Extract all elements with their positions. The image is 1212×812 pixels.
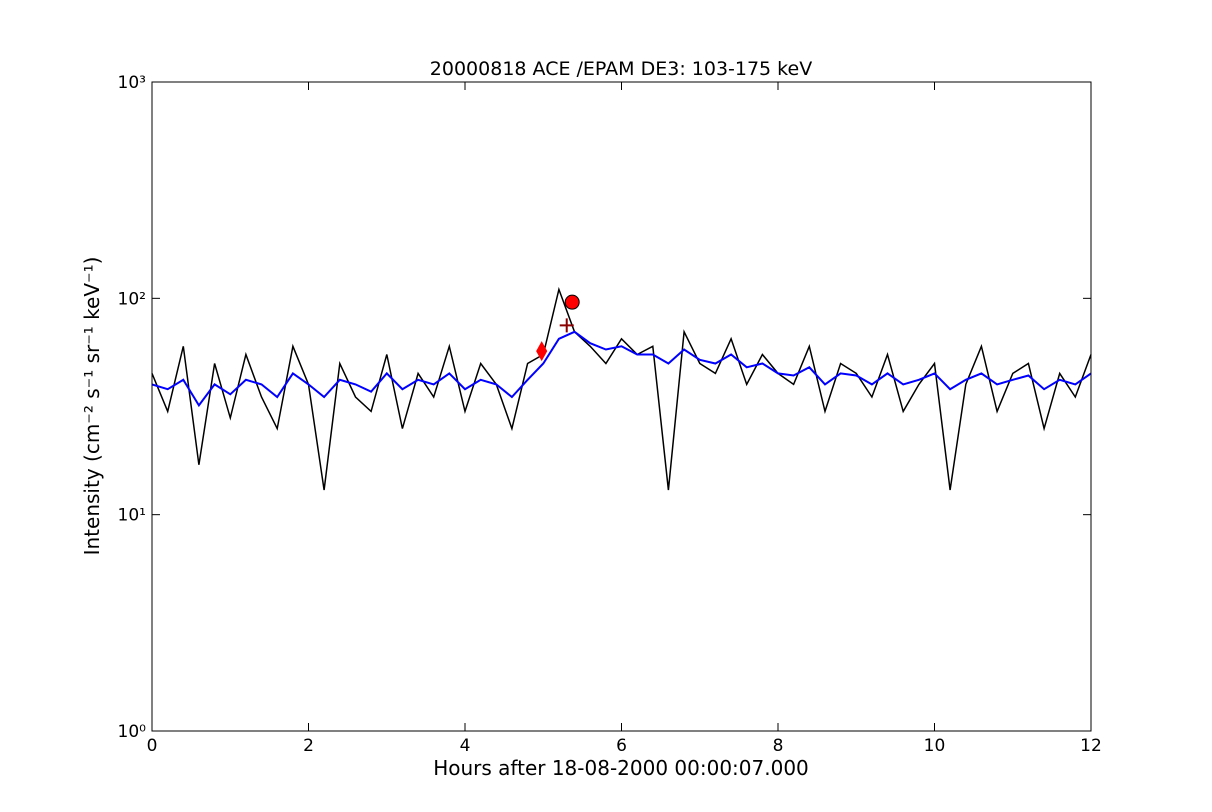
y-axis-label: Intensity (cm⁻² s⁻¹ sr⁻¹ keV⁻¹) xyxy=(80,257,104,556)
marker-point xyxy=(559,318,574,333)
x-tick-label: 2 xyxy=(303,736,314,756)
marker-point xyxy=(564,294,580,310)
x-tick-label: 10 xyxy=(924,736,946,756)
chart-title: 20000818 ACE /EPAM DE3: 103-175 keV xyxy=(430,58,812,80)
y-tick-label: 10¹ xyxy=(118,506,146,526)
x-tick-label: 4 xyxy=(460,736,471,756)
y-tick-label: 10⁰ xyxy=(118,722,147,742)
x-tick-label: 8 xyxy=(773,736,784,756)
series-line xyxy=(151,330,1092,408)
x-tick-label: 6 xyxy=(616,736,627,756)
marker-point xyxy=(536,341,548,362)
y-tick-label: 10³ xyxy=(118,73,146,93)
x-tick-label: 12 xyxy=(1080,736,1102,756)
x-tick-label: 0 xyxy=(147,736,158,756)
x-axis-label: Hours after 18-08-2000 00:00:07.000 xyxy=(433,756,809,780)
y-tick-label: 10² xyxy=(118,289,146,309)
